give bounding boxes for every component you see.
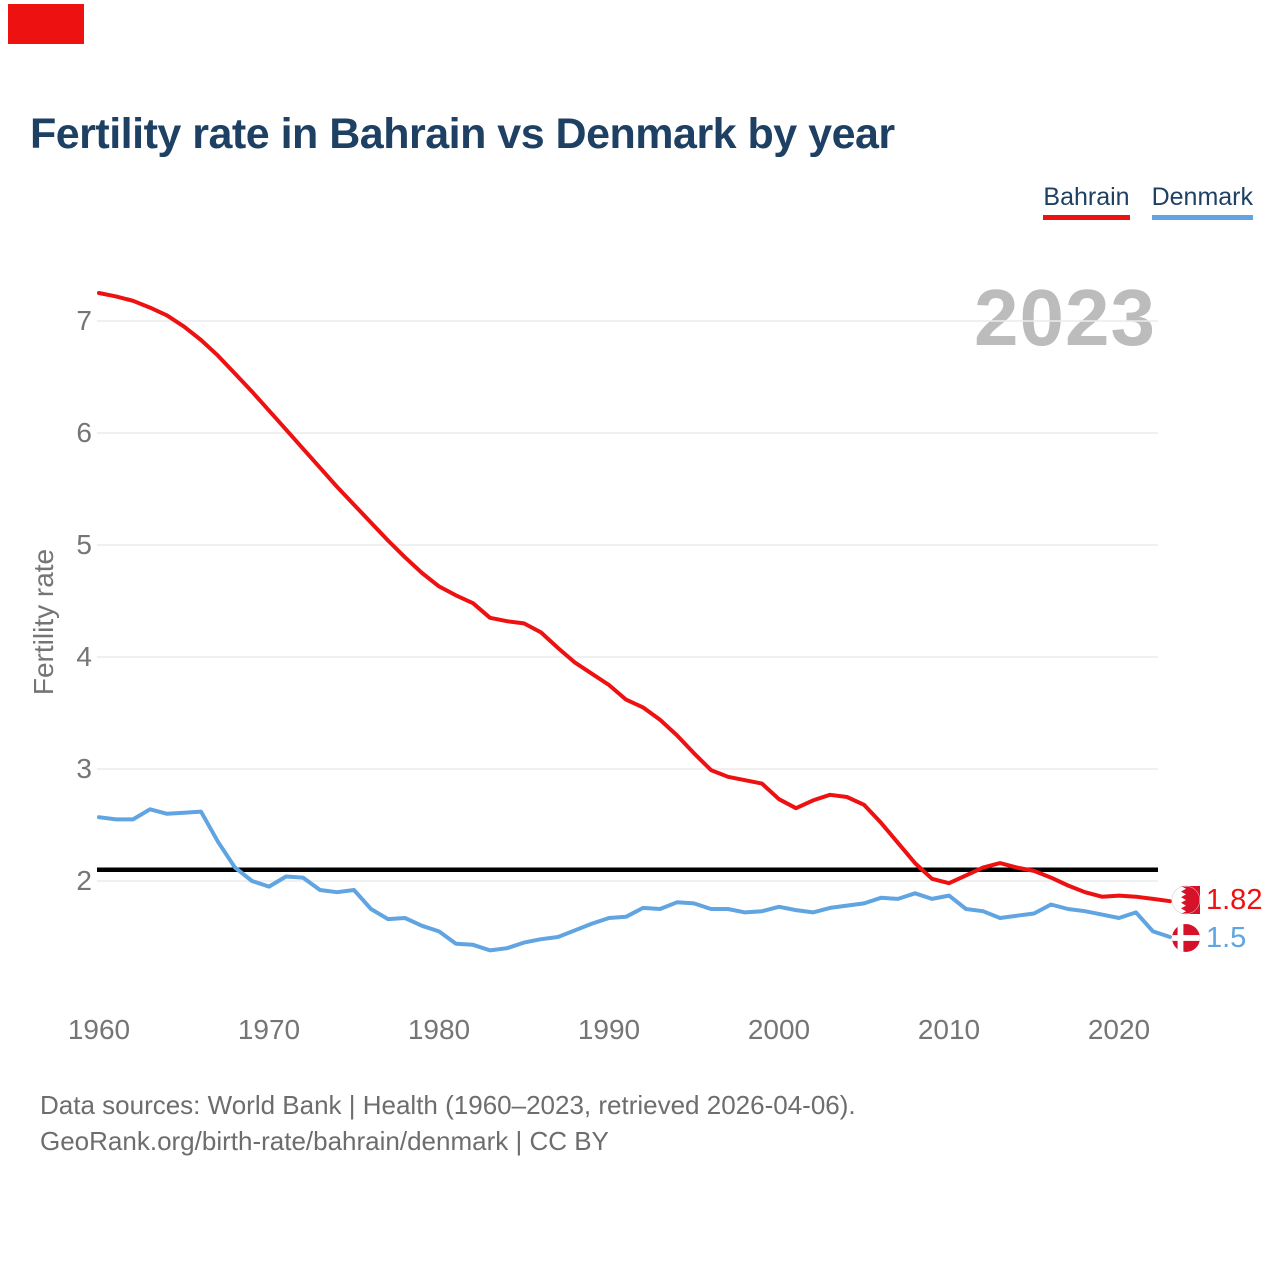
bahrain-flag-icon <box>1171 885 1201 915</box>
legend-label-bahrain[interactable]: Bahrain <box>1043 183 1130 211</box>
y-tick-label-6: 6 <box>76 417 92 448</box>
x-tick-label-1960: 1960 <box>67 1014 131 1045</box>
denmark-flag-icon <box>1172 924 1200 952</box>
y-tick-label-4: 4 <box>76 641 92 672</box>
footer-data-sources: Data sources: World Bank | Health (1960–… <box>40 1090 856 1120</box>
series-line-bahrain <box>97 291 1172 904</box>
y-tick-label-2: 2 <box>76 865 92 896</box>
legend-label-denmark[interactable]: Denmark <box>1151 183 1253 211</box>
x-tick-label-2020: 2020 <box>1087 1014 1151 1045</box>
x-tick-label-2010: 2010 <box>917 1014 981 1045</box>
y-tick-label-7: 7 <box>76 305 92 336</box>
series-line-denmark <box>97 807 1172 953</box>
x-tick-label-1980: 1980 <box>407 1014 471 1045</box>
year-watermark: 2023 <box>974 273 1156 362</box>
end-value-bahrain: 1.82 <box>1206 884 1263 916</box>
end-value-denmark: 1.5 <box>1206 922 1247 954</box>
x-tick-label-1970: 1970 <box>237 1014 301 1045</box>
x-tick-label-1990: 1990 <box>577 1014 641 1045</box>
legend-item-denmark[interactable]: Denmark <box>1151 183 1253 220</box>
y-tick-label-5: 5 <box>76 529 92 560</box>
legend-item-bahrain[interactable]: Bahrain <box>1043 183 1130 220</box>
legend-underline-denmark <box>1151 215 1253 220</box>
page-title: Fertility rate in Bahrain vs Denmark by … <box>30 110 895 158</box>
legend-underline-bahrain <box>1043 215 1130 220</box>
y-tick-label-3: 3 <box>76 753 92 784</box>
corner-accent-block <box>8 4 84 44</box>
footer-attribution: GeoRank.org/birth-rate/bahrain/denmark |… <box>40 1126 609 1156</box>
y-axis-title: Fertility rate <box>28 548 59 696</box>
x-tick-label-2000: 2000 <box>747 1014 811 1045</box>
legend: Bahrain Denmark <box>1043 183 1253 220</box>
